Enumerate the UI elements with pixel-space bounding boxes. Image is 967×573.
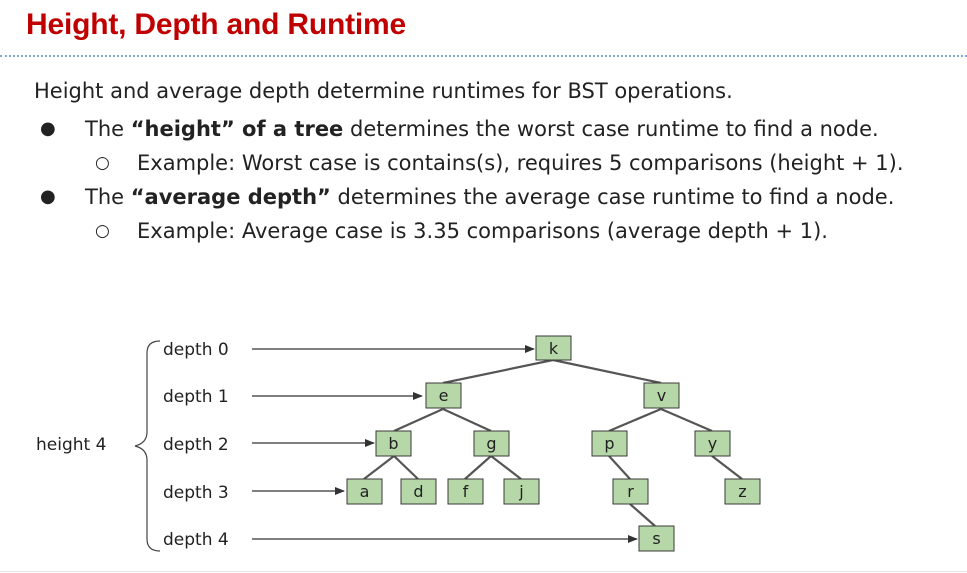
height-brace bbox=[134, 340, 161, 552]
node-box bbox=[724, 478, 761, 505]
node-label: y bbox=[708, 434, 717, 453]
node-label: r bbox=[627, 482, 634, 501]
tree-node-e: e bbox=[425, 382, 462, 409]
tree-node-f: f bbox=[447, 478, 484, 505]
tree-edge bbox=[608, 407, 662, 433]
tree-edge bbox=[552, 358, 662, 385]
bullet-suffix: determines the average case runtime to f… bbox=[330, 185, 895, 209]
node-label: k bbox=[549, 339, 559, 358]
tree-edge bbox=[608, 455, 631, 480]
node-box bbox=[375, 430, 412, 457]
node-box bbox=[694, 430, 731, 457]
depth-label-2: depth 2 bbox=[163, 435, 229, 455]
node-box bbox=[612, 478, 649, 505]
tree-edge bbox=[490, 455, 522, 480]
sub-bullet-example: ○ Example: Average case is 3.35 comparis… bbox=[85, 214, 964, 248]
tree-edge bbox=[711, 455, 743, 480]
bullet-bold: “average depth” bbox=[130, 185, 331, 209]
node-label: g bbox=[486, 434, 496, 453]
node-label: d bbox=[413, 482, 423, 501]
node-label: z bbox=[738, 482, 746, 501]
tree-edge bbox=[629, 503, 656, 527]
depth-label-3: depth 3 bbox=[163, 483, 229, 503]
sub-bullet-text: Example: Average case is 3.35 comparison… bbox=[137, 219, 828, 243]
sub-bullet-text: Example: Worst case is contains(s), requ… bbox=[137, 151, 904, 175]
tree-node-y: y bbox=[694, 430, 731, 457]
bullet-prefix: The bbox=[85, 117, 131, 141]
node-box bbox=[535, 335, 572, 361]
tree-node-v: v bbox=[643, 382, 680, 409]
tree-node-j: j bbox=[503, 478, 540, 505]
tree-node-r: r bbox=[612, 478, 649, 505]
node-box bbox=[447, 478, 484, 505]
node-box bbox=[643, 382, 680, 409]
tree-edge bbox=[464, 455, 492, 480]
node-label: e bbox=[439, 386, 449, 405]
tree-edge bbox=[393, 407, 444, 433]
slide-body: Height and average depth determine runti… bbox=[34, 74, 964, 248]
tree-node-z: z bbox=[724, 478, 761, 505]
bottom-divider bbox=[0, 571, 967, 572]
tree-node-d: d bbox=[400, 478, 437, 505]
node-label: p bbox=[604, 434, 614, 453]
bullet-average-depth: ● The “average depth” determines the ave… bbox=[34, 180, 964, 248]
bullet-height: ● The “height” of a tree determines the … bbox=[34, 112, 964, 180]
depth-label-1: depth 1 bbox=[163, 387, 229, 407]
node-box bbox=[425, 382, 462, 409]
tree-node-g: g bbox=[473, 430, 510, 457]
sub-bullet-example: ○ Example: Worst case is contains(s), re… bbox=[85, 146, 964, 180]
node-label: f bbox=[463, 482, 469, 501]
tree-node-b: b bbox=[375, 430, 412, 457]
tree-edge bbox=[660, 407, 713, 433]
bullet-list: ● The “height” of a tree determines the … bbox=[34, 112, 964, 248]
node-label: j bbox=[518, 482, 523, 501]
tree-nodes: k e v b g p y a bbox=[346, 335, 761, 552]
node-box bbox=[638, 525, 675, 552]
tree-edge bbox=[393, 455, 419, 480]
node-box bbox=[591, 430, 628, 457]
node-label: a bbox=[360, 482, 370, 501]
node-box bbox=[503, 478, 540, 505]
depth-label-0: depth 0 bbox=[163, 340, 229, 360]
tree-node-a: a bbox=[346, 478, 383, 505]
tree-edge bbox=[442, 408, 492, 432]
bullet-dot: ● bbox=[40, 118, 56, 139]
intro-text: Height and average depth determine runti… bbox=[34, 79, 733, 103]
sub-bullet-list: ○ Example: Worst case is contains(s), re… bbox=[85, 146, 964, 180]
tree-edge bbox=[363, 455, 395, 480]
bullet-bold: “height” of a tree bbox=[130, 117, 344, 141]
bullet-suffix: determines the worst case runtime to fin… bbox=[343, 117, 879, 141]
node-box bbox=[400, 478, 437, 505]
slide-title: Height, Depth and Runtime bbox=[26, 8, 406, 41]
sub-bullet-list: ○ Example: Average case is 3.35 comparis… bbox=[85, 214, 964, 248]
node-label: s bbox=[652, 529, 660, 548]
tree-node-s: s bbox=[638, 525, 675, 552]
bullet-prefix: The bbox=[85, 185, 131, 209]
title-divider bbox=[0, 55, 967, 57]
tree-node-p: p bbox=[591, 430, 628, 457]
tree-edge bbox=[442, 358, 554, 385]
depth-label-4: depth 4 bbox=[163, 530, 229, 550]
height-label: height 4 bbox=[36, 435, 106, 455]
bullet-dot: ● bbox=[40, 186, 56, 207]
tree-node-k: k bbox=[535, 335, 572, 361]
node-label: b bbox=[388, 434, 398, 453]
node-label: v bbox=[657, 386, 666, 405]
sub-bullet-circle: ○ bbox=[95, 153, 110, 173]
sub-bullet-circle: ○ bbox=[95, 221, 110, 241]
node-box bbox=[473, 430, 510, 457]
node-box bbox=[346, 478, 383, 505]
